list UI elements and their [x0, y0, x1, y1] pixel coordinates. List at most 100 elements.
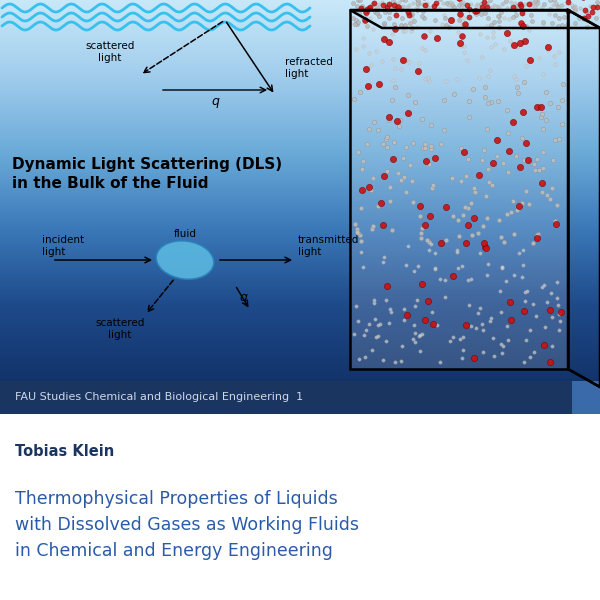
- Point: [439, 95, 448, 105]
- Point: [542, 190, 551, 200]
- Point: [394, 2, 403, 12]
- Point: [520, 36, 530, 46]
- Point: [487, 313, 496, 323]
- Point: [493, 96, 503, 106]
- Bar: [0, 24, 600, 25]
- Bar: [0, 381, 572, 414]
- Point: [477, 2, 487, 12]
- Point: [550, 10, 560, 20]
- Point: [407, 13, 417, 23]
- Point: [397, 4, 406, 14]
- Point: [423, 2, 433, 12]
- Bar: [0, 380, 600, 381]
- Point: [351, 301, 361, 310]
- Bar: [0, 187, 600, 188]
- Bar: [0, 170, 600, 171]
- Bar: [0, 43, 600, 44]
- Bar: [0, 232, 600, 233]
- Point: [353, 224, 362, 234]
- Point: [401, 260, 411, 270]
- Bar: [0, 233, 600, 234]
- Bar: [0, 130, 600, 131]
- Bar: [0, 54, 600, 55]
- Bar: [0, 93, 600, 94]
- Point: [479, 146, 488, 155]
- Bar: [0, 89, 600, 90]
- Point: [373, 320, 382, 329]
- Point: [530, 0, 539, 6]
- Ellipse shape: [156, 241, 214, 279]
- Bar: [0, 314, 600, 315]
- Point: [413, 67, 422, 76]
- Point: [390, 0, 400, 10]
- Point: [551, 220, 560, 229]
- Bar: [0, 312, 600, 313]
- Point: [435, 357, 445, 367]
- Point: [520, 0, 530, 9]
- Point: [384, 13, 394, 22]
- Point: [399, 172, 409, 182]
- Point: [518, 21, 528, 31]
- Point: [352, 44, 361, 54]
- Point: [481, 191, 490, 201]
- Bar: [0, 141, 600, 142]
- Point: [441, 20, 451, 29]
- Point: [545, 4, 555, 14]
- Point: [406, 10, 416, 20]
- Bar: [0, 133, 600, 134]
- Bar: [0, 308, 600, 309]
- Point: [432, 33, 442, 43]
- Point: [369, 0, 379, 8]
- Bar: [0, 329, 600, 330]
- Point: [409, 197, 418, 207]
- Bar: [0, 357, 600, 358]
- Bar: [0, 259, 600, 260]
- Point: [372, 8, 382, 18]
- Point: [387, 225, 397, 235]
- Bar: [0, 142, 600, 143]
- Bar: [0, 349, 600, 350]
- Point: [439, 11, 448, 20]
- Bar: [0, 216, 600, 217]
- Point: [453, 215, 463, 225]
- Point: [539, 0, 548, 8]
- Point: [424, 73, 433, 82]
- Point: [454, 0, 463, 3]
- Point: [488, 333, 498, 343]
- Point: [518, 0, 528, 2]
- Bar: [0, 301, 600, 302]
- Point: [509, 71, 519, 80]
- Point: [582, 22, 592, 32]
- Bar: [0, 171, 600, 172]
- Point: [563, 0, 573, 7]
- Point: [505, 36, 515, 46]
- Point: [553, 102, 563, 112]
- Point: [497, 262, 507, 272]
- Bar: [0, 35, 600, 36]
- Bar: [0, 363, 600, 364]
- Bar: [0, 205, 600, 206]
- Point: [518, 107, 528, 117]
- Bar: [0, 167, 600, 168]
- Point: [421, 74, 430, 84]
- Point: [428, 307, 437, 316]
- Point: [356, 248, 366, 257]
- Point: [481, 8, 490, 17]
- Bar: [0, 21, 600, 22]
- Point: [554, 309, 564, 319]
- Point: [494, 2, 503, 12]
- Point: [461, 320, 470, 330]
- Bar: [0, 254, 600, 255]
- Bar: [0, 105, 600, 106]
- Point: [359, 17, 369, 27]
- Point: [463, 21, 472, 31]
- Point: [393, 0, 403, 1]
- Point: [420, 315, 430, 325]
- Point: [585, 1, 595, 10]
- Point: [361, 7, 371, 17]
- Point: [538, 147, 548, 157]
- Bar: [0, 370, 600, 371]
- Point: [368, 25, 377, 34]
- Point: [475, 304, 485, 313]
- Bar: [0, 139, 600, 140]
